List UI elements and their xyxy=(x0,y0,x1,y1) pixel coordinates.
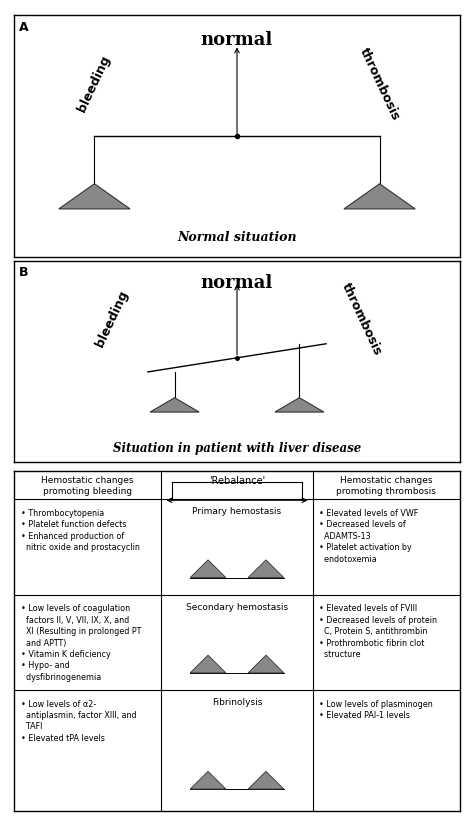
Text: Hemostatic changes
promoting thrombosis: Hemostatic changes promoting thrombosis xyxy=(337,475,436,495)
Text: Primary hemostasis: Primary hemostasis xyxy=(192,507,282,516)
Text: • Low levels of α2-
  antiplasmin, factor XIII, and
  TAFI
• Elevated tPA levels: • Low levels of α2- antiplasmin, factor … xyxy=(21,699,137,742)
Polygon shape xyxy=(275,398,324,413)
Text: • Elevated levels of VWF
• Decreased levels of
  ADAMTS-13
• Platelet activation: • Elevated levels of VWF • Decreased lev… xyxy=(319,509,419,563)
Polygon shape xyxy=(190,655,226,673)
Text: bleeding: bleeding xyxy=(93,288,131,349)
Text: Hemostatic changes
promoting bleeding: Hemostatic changes promoting bleeding xyxy=(42,475,134,495)
Text: thrombosis: thrombosis xyxy=(357,46,402,122)
Text: • Elevated levels of FVIII
• Decreased levels of protein
  C, Protein S, antithr: • Elevated levels of FVIII • Decreased l… xyxy=(319,604,438,658)
Text: bleeding: bleeding xyxy=(76,54,113,115)
Text: A: A xyxy=(18,21,28,34)
Text: normal: normal xyxy=(201,31,273,49)
Polygon shape xyxy=(248,560,284,578)
Text: B: B xyxy=(18,266,28,279)
Polygon shape xyxy=(190,771,226,789)
Polygon shape xyxy=(150,398,199,413)
Text: Situation in patient with liver disease: Situation in patient with liver disease xyxy=(113,441,361,455)
Polygon shape xyxy=(248,771,284,789)
Text: Fibrinolysis: Fibrinolysis xyxy=(212,697,262,706)
Polygon shape xyxy=(248,655,284,673)
Text: 'Rebalance': 'Rebalance' xyxy=(209,475,265,486)
Text: • Low levels of plasminogen
• Elevated PAI-1 levels: • Low levels of plasminogen • Elevated P… xyxy=(319,699,433,719)
Text: • Low levels of coagulation
  factors II, V, VII, IX, X, and
  XI (Resulting in : • Low levels of coagulation factors II, … xyxy=(21,604,141,681)
Polygon shape xyxy=(344,184,415,210)
Text: thrombosis: thrombosis xyxy=(339,280,384,356)
Text: normal: normal xyxy=(201,274,273,292)
Text: • Thrombocytopenia
• Platelet function defects
• Enhanced production of
  nitric: • Thrombocytopenia • Platelet function d… xyxy=(21,509,140,552)
Polygon shape xyxy=(190,560,226,578)
Polygon shape xyxy=(59,184,130,210)
Text: Secondary hemostasis: Secondary hemostasis xyxy=(186,602,288,611)
Text: Normal situation: Normal situation xyxy=(177,230,297,243)
